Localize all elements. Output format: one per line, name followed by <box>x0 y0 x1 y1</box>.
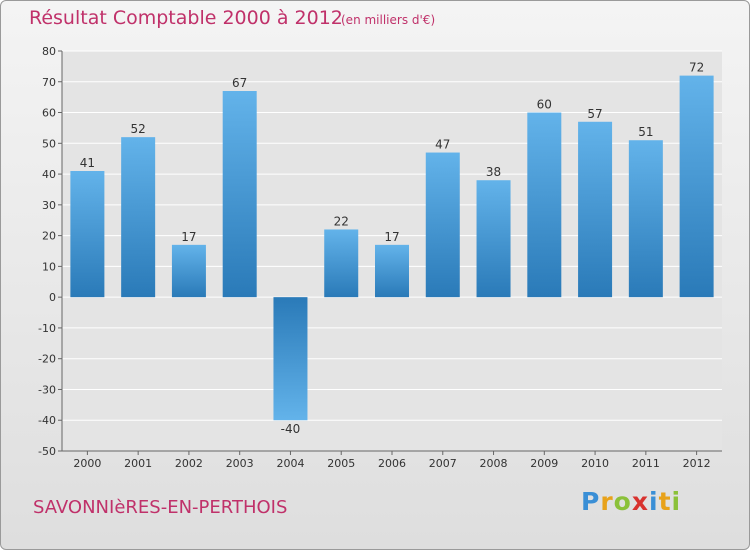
x-tick-label: 2001 <box>124 457 152 470</box>
bar-value-label: 22 <box>334 214 349 228</box>
bar-2012 <box>679 75 714 298</box>
bar-2005 <box>324 229 359 298</box>
bar-2009 <box>527 112 562 298</box>
bar-value-label: 17 <box>384 230 399 244</box>
x-tick-label: 2010 <box>581 457 609 470</box>
y-tick-label: -30 <box>38 383 56 396</box>
y-tick-label: 20 <box>42 230 56 243</box>
proxiti-logo: Proxiti <box>581 487 681 516</box>
bar-value-label: -40 <box>281 422 301 436</box>
logo-letter: x <box>631 487 649 516</box>
logo-letter: r <box>600 487 614 516</box>
bar-value-label: 47 <box>435 138 450 152</box>
bar-2011 <box>628 140 663 298</box>
bar-value-label: 38 <box>486 165 501 179</box>
bar-value-label: 52 <box>131 122 146 136</box>
bar-value-label: 51 <box>638 125 653 139</box>
town-name: SAVONNIèRES-EN-PERTHOIS <box>33 497 288 518</box>
logo-letter: o <box>613 487 632 516</box>
x-tick-label: 2012 <box>683 457 711 470</box>
x-tick-label: 2005 <box>327 457 355 470</box>
bar-value-label: 17 <box>181 230 196 244</box>
bar-2004 <box>273 297 308 421</box>
x-tick-label: 2011 <box>632 457 660 470</box>
bar-value-label: 67 <box>232 76 247 90</box>
bar-2008 <box>476 180 511 298</box>
y-tick-label: 30 <box>42 199 56 212</box>
x-tick-labels: 2000 2001 2002 2003 2004 2005 2006 2007 2008 2009… <box>73 457 710 470</box>
x-tick-label: 2000 <box>73 457 101 470</box>
y-tick-label: 40 <box>42 168 56 181</box>
y-tick-label: -10 <box>38 322 56 335</box>
bar-value-label: 57 <box>587 107 602 121</box>
x-tick-label: 2003 <box>226 457 254 470</box>
y-tick-label: 10 <box>42 260 56 273</box>
x-tick-label: 2002 <box>175 457 203 470</box>
bar-2006 <box>375 244 409 298</box>
y-tick-labels: 80 70 60 50 40 30 20 10 0 -10 -20 -30 -40 -50 <box>38 45 56 458</box>
bar-2000 <box>70 171 105 298</box>
bar-2007 <box>425 152 460 298</box>
bar-value-label: 41 <box>80 156 95 170</box>
x-tick-label: 2006 <box>378 457 406 470</box>
bars: 41 52 17 67 -40 22 17 47 38 60 57 51 72 <box>70 61 714 436</box>
bar-2003 <box>222 91 257 298</box>
y-tick-label: 70 <box>42 76 56 89</box>
y-tick-label: 60 <box>42 107 56 120</box>
bar-value-label: 60 <box>537 98 552 112</box>
x-tick-label: 2007 <box>429 457 457 470</box>
y-tick-label: 80 <box>42 45 56 58</box>
logo-letter: t <box>658 487 672 516</box>
logo-letter: i <box>649 487 659 516</box>
logo-letter: i <box>671 487 682 516</box>
bar-value-label: 72 <box>689 61 704 75</box>
bar-2002 <box>171 244 206 298</box>
chart-title: Résultat Comptable 2000 à 2012 <box>29 7 343 29</box>
x-tick-label: 2008 <box>480 457 508 470</box>
y-tick-label: -40 <box>38 414 56 427</box>
bar-2001 <box>121 137 156 298</box>
y-tick-label: 50 <box>42 137 56 150</box>
x-tick-label: 2004 <box>276 457 304 470</box>
y-tick-label: -50 <box>38 445 56 458</box>
axes <box>58 50 722 455</box>
logo-letter: P <box>581 487 601 516</box>
bar-2010 <box>578 121 613 298</box>
y-tick-label: -20 <box>38 353 56 366</box>
chart-subtitle: (en milliers d'€) <box>341 13 436 27</box>
y-tick-label: 0 <box>49 291 56 304</box>
x-tick-label: 2009 <box>530 457 558 470</box>
